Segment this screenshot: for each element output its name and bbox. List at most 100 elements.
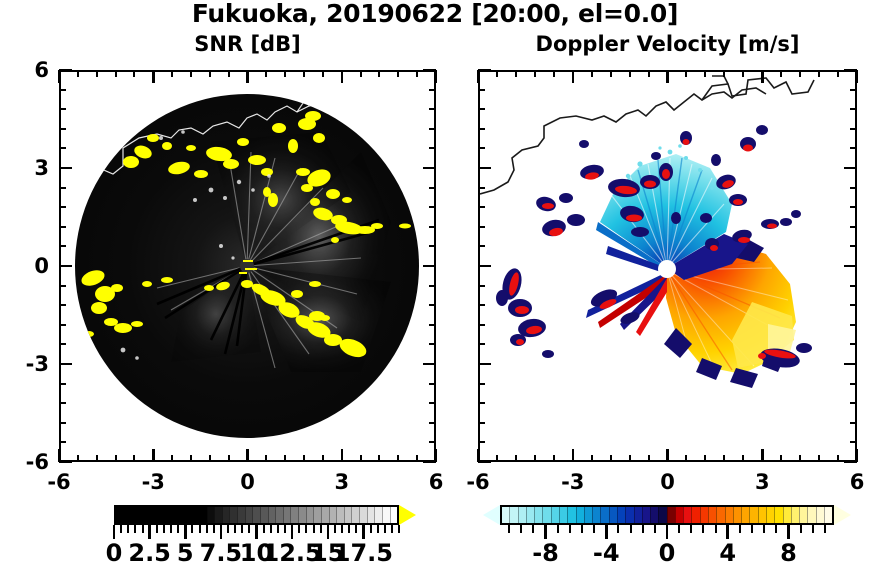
colorbar-cell: [550, 507, 559, 523]
y-tick-minor: [59, 284, 66, 287]
x-tick-minor: [416, 455, 419, 462]
x-tick-major: [434, 449, 438, 462]
y-tick-minor: [429, 245, 436, 248]
y-tick-minor: [850, 323, 857, 326]
colorbar-tick-major: [787, 525, 790, 539]
colorbar-cell: [558, 507, 568, 523]
colorbar-cell: [198, 507, 207, 523]
colorbar-cell: [298, 507, 306, 523]
colorbar-cell: [724, 507, 733, 523]
y-tick-minor: [850, 382, 857, 385]
colorbar-cell: [567, 507, 576, 523]
colorbar-cell: [259, 507, 268, 523]
x-tick-minor: [514, 455, 517, 462]
colorbar-tick-minor: [532, 525, 535, 533]
x-tick-minor: [227, 455, 230, 462]
x-tick-minor: [378, 455, 381, 462]
y-tick-major: [59, 362, 72, 366]
colorbar-tick-minor: [398, 525, 400, 533]
x-tick-minor: [704, 70, 707, 77]
y-tick-minor: [429, 127, 436, 130]
colorbar-tick-label: 7.5: [199, 539, 243, 567]
colorbar-cell: [389, 507, 398, 523]
y-tick-major: [478, 166, 491, 170]
colorbar-tick-minor: [305, 525, 308, 533]
y-tick-minor: [478, 421, 485, 424]
x-tick-label: 3: [754, 470, 770, 494]
colorbar-cell: [160, 507, 169, 523]
x-tick-minor: [95, 455, 98, 462]
colorbar-cell: [191, 507, 199, 523]
x-tick-major: [666, 449, 669, 462]
y-tick-major: [59, 264, 72, 268]
colorbar-cell: [305, 507, 314, 523]
x-tick-major: [246, 449, 249, 462]
x-tick-major: [476, 70, 480, 83]
colorbar-cell: [267, 507, 276, 523]
colorbar-tick-major: [112, 525, 116, 539]
colorbar-cell: [757, 507, 766, 523]
y-tick-minor: [478, 382, 485, 385]
colorbar-cell: [641, 507, 651, 523]
colorbar-tick-minor: [248, 525, 251, 533]
y-tick-label: -3: [25, 352, 49, 376]
y-tick-major: [478, 460, 491, 464]
x-tick-minor: [495, 70, 498, 77]
colorbar-tick-minor: [212, 525, 215, 533]
y-tick-minor: [59, 343, 66, 346]
colorbar-tick-minor: [811, 525, 814, 533]
colorbar-tick-label: 4: [719, 539, 737, 567]
colorbar-cell: [691, 507, 700, 523]
x-tick-major: [761, 70, 764, 83]
colorbar-cell: [290, 507, 298, 523]
colorbar-cell: [699, 507, 709, 523]
colorbar-tick-minor: [262, 525, 265, 533]
y-tick-minor: [850, 304, 857, 307]
colorbar-tick-minor: [227, 525, 229, 533]
colorbar-tick-minor: [580, 525, 583, 533]
colorbar-tick-major: [255, 525, 258, 539]
y-tick-major: [478, 362, 491, 366]
y-tick-minor: [429, 108, 436, 111]
x-tick-minor: [265, 455, 268, 462]
colorbar-tick-minor: [738, 525, 741, 533]
x-tick-minor: [76, 455, 79, 462]
x-tick-minor: [590, 455, 593, 462]
colorbar-tick-minor: [312, 525, 315, 533]
y-tick-major: [478, 68, 491, 72]
colorbar-cell: [608, 507, 617, 523]
colorbar-tick-major: [219, 525, 223, 539]
x-tick-minor: [685, 455, 688, 462]
colorbar-cell: [815, 507, 824, 523]
colorbar-cell: [221, 507, 230, 523]
x-tick-minor: [609, 455, 612, 462]
y-tick-minor: [59, 225, 66, 228]
x-tick-minor: [265, 70, 268, 77]
x-tick-minor: [685, 70, 688, 77]
colorbar-tick-minor: [369, 525, 372, 533]
colorbar-tick-minor: [678, 525, 681, 533]
colorbar-tick-major: [362, 525, 365, 539]
colorbar-cell: [374, 507, 382, 523]
colorbar-cell: [282, 507, 291, 523]
colorbar-tick-minor: [333, 525, 336, 533]
y-tick-minor: [850, 206, 857, 209]
x-tick-minor: [416, 70, 419, 77]
colorbar-tick-minor: [198, 525, 201, 533]
y-tick-minor: [478, 304, 485, 307]
colorbar-cell: [381, 507, 390, 523]
x-tick-minor: [284, 70, 287, 77]
colorbar-tick-minor: [162, 525, 165, 533]
y-tick-major: [844, 460, 857, 464]
x-tick-label: -3: [561, 470, 585, 494]
x-tick-minor: [114, 455, 117, 462]
colorbar-cell: [237, 507, 245, 523]
colorbar-tick-label: 10: [239, 539, 274, 567]
colorbar-cell: [122, 507, 131, 523]
y-tick-minor: [429, 441, 436, 444]
x-tick-major: [57, 70, 61, 83]
x-tick-minor: [495, 455, 498, 462]
y-tick-minor: [850, 147, 857, 150]
y-tick-minor: [478, 206, 485, 209]
colorbar-cell: [366, 507, 375, 523]
